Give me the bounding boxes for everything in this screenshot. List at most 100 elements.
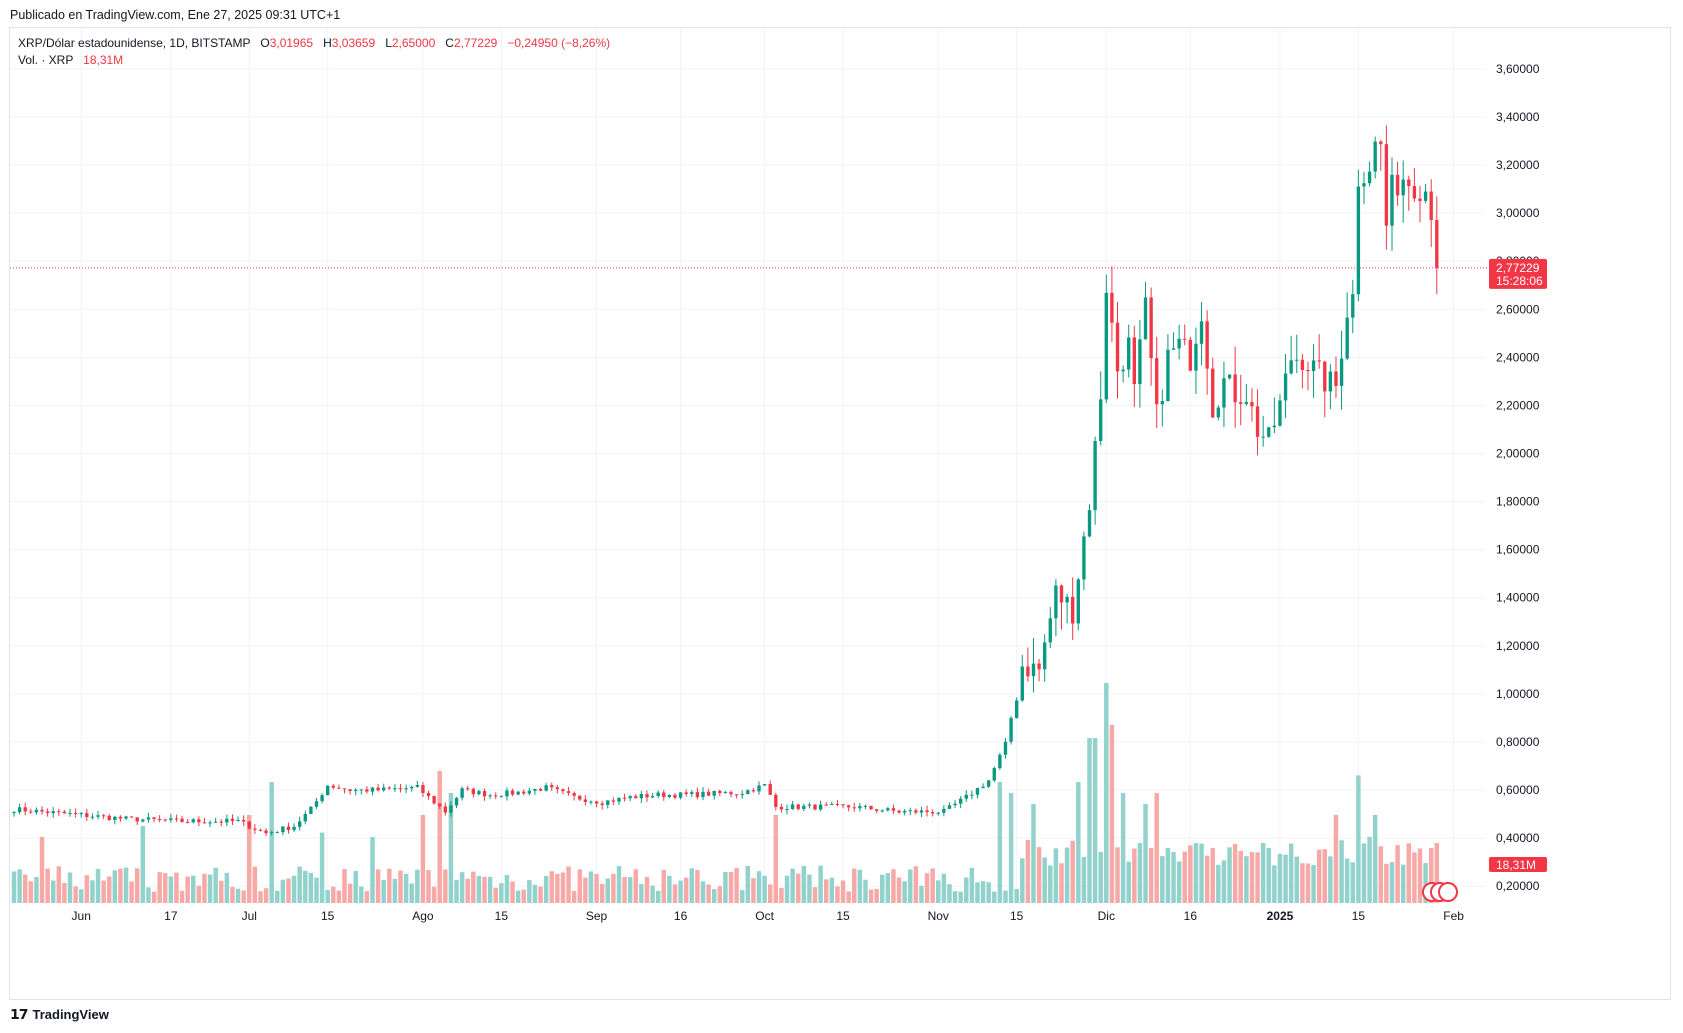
candle-body	[1020, 666, 1024, 701]
candle-body	[494, 795, 498, 797]
candle-body	[908, 810, 912, 812]
volume-bar	[90, 880, 95, 903]
candle-body	[331, 785, 335, 788]
candle-body	[1054, 585, 1058, 619]
volume-bar	[936, 880, 941, 903]
volume-bar	[39, 837, 45, 903]
volume-bar	[459, 872, 465, 903]
volume-bar	[1367, 837, 1372, 903]
volume-bar	[1210, 848, 1215, 903]
volume-bar	[1227, 847, 1232, 903]
candle-body	[953, 803, 957, 806]
candle-body	[1160, 401, 1165, 405]
candle-body	[634, 796, 638, 799]
volume-bar	[1272, 865, 1277, 903]
x-axis-tick-label: Jun	[72, 909, 91, 923]
volume-bar	[880, 874, 885, 903]
volume-bar	[163, 873, 168, 903]
volume-bar	[241, 890, 246, 903]
volume-bar	[151, 891, 157, 903]
candle-body	[1143, 297, 1148, 340]
volume-bar	[258, 891, 263, 903]
candle-body	[712, 790, 716, 796]
x-axis-tick-label: 15	[1352, 909, 1366, 923]
candle-body	[275, 832, 279, 834]
volume-bar	[297, 866, 302, 903]
footer-brand[interactable]: 𝟭𝟳 TradingView	[10, 1006, 109, 1023]
y-axis-tick-label: 1,20000	[1496, 639, 1540, 653]
candle-body	[1003, 741, 1008, 755]
x-axis-tick-label: 15	[495, 909, 509, 923]
volume-bar	[605, 878, 611, 903]
candle-body	[438, 803, 442, 807]
candle-body	[1183, 338, 1187, 340]
candle-body	[656, 792, 660, 797]
volume-bar	[230, 886, 235, 903]
candle-body	[572, 792, 576, 796]
candle-body	[68, 812, 72, 814]
volume-bar	[1277, 853, 1283, 903]
candle-body	[958, 798, 963, 804]
candle-body	[802, 805, 806, 809]
volume-bar	[426, 870, 431, 903]
candle-body	[124, 816, 128, 819]
volume-bar	[1244, 856, 1249, 903]
volume-bar	[1087, 738, 1092, 903]
candle-body	[622, 797, 627, 799]
candle-body	[1356, 186, 1361, 295]
volume-bar	[263, 888, 269, 903]
volume-bar	[1288, 843, 1294, 903]
volume-bar	[1204, 855, 1210, 903]
volume-bar	[795, 873, 801, 903]
volume-bar	[829, 877, 835, 903]
symbol-label[interactable]: XRP/Dólar estadounidense, 1D, BITSTAMP	[18, 36, 251, 50]
x-axis-tick-label: Nov	[928, 909, 949, 923]
volume-bar	[224, 872, 230, 903]
volume-bar	[700, 881, 706, 903]
close-value: 2,77229	[453, 36, 498, 50]
volume-label[interactable]: Vol. · XRP	[18, 53, 74, 67]
volume-bar	[549, 871, 554, 903]
event-flag-icon[interactable]	[1438, 882, 1458, 902]
volume-bar	[1132, 848, 1137, 903]
candle-body	[695, 792, 700, 798]
volume-bar	[146, 887, 151, 903]
candle-body	[180, 818, 184, 823]
candle-body	[667, 794, 672, 798]
candle-body	[1099, 399, 1103, 442]
volume-bar	[969, 867, 975, 903]
volume-bar	[706, 884, 711, 903]
candle-body	[169, 818, 173, 821]
y-axis-tick-label: 2,00000	[1496, 446, 1540, 460]
volume-bar	[1126, 861, 1131, 903]
volume-bar	[1171, 852, 1176, 903]
volume-bar	[1003, 890, 1008, 903]
last-price-label: 2,77229	[1496, 261, 1540, 275]
candle-body	[684, 792, 688, 795]
volume-bar	[448, 793, 454, 903]
y-axis-tick-label: 1,40000	[1496, 591, 1540, 605]
volume-bar	[975, 882, 980, 903]
volume-bar	[1059, 863, 1064, 903]
volume-bar	[908, 869, 913, 903]
candle-body	[785, 809, 789, 811]
candle-body	[236, 819, 240, 821]
candle-body	[1300, 359, 1305, 370]
candle-body	[970, 794, 974, 796]
candle-body	[1384, 144, 1389, 226]
candle-body	[488, 795, 492, 797]
volume-bar	[303, 870, 308, 903]
volume-bar	[790, 868, 795, 903]
close-label: C	[445, 36, 454, 50]
candle-body	[600, 803, 604, 805]
volume-bar	[661, 869, 667, 903]
candle-body	[1423, 191, 1428, 201]
volume-badge	[1489, 857, 1547, 872]
volume-bar	[392, 878, 398, 903]
candle-body	[45, 811, 50, 814]
volume-bar	[1104, 683, 1109, 903]
candle-body	[1211, 368, 1215, 418]
volume-bar	[1378, 846, 1384, 903]
volume-bar	[280, 879, 286, 903]
